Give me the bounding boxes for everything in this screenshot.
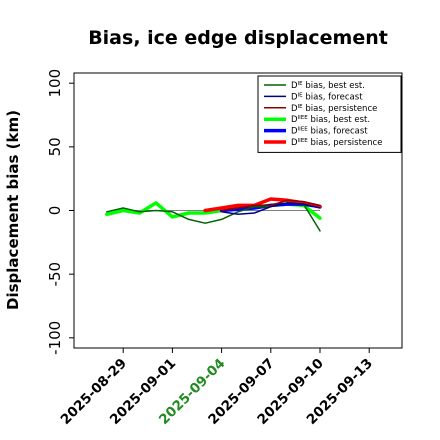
legend-label-rest: bias, forecast — [303, 92, 364, 102]
legend-label-rest: bias, best est. — [308, 115, 370, 125]
legend-box — [257, 75, 402, 153]
series-line-6 — [203, 197, 322, 213]
legend-label: DIIEE bias, best est. — [291, 115, 370, 125]
legend-label-superscript: IIEE — [298, 115, 309, 121]
legend-label-rest: bias, best est. — [303, 81, 365, 91]
y-tick-label: 50 — [46, 137, 64, 156]
legend-label-rest: bias, persistence — [303, 104, 378, 114]
legend-label: DIIEE bias, forecast — [291, 127, 368, 137]
legend-label-superscript: IIEE — [298, 138, 309, 144]
legend-label-base: D — [291, 138, 298, 148]
legend-label-rest: bias, forecast — [308, 127, 369, 137]
series-line-3 — [220, 199, 321, 212]
legend-label: DIIEE bias, persistence — [291, 138, 382, 148]
y-tick-label: -50 — [46, 262, 64, 287]
y-tick-label: -100 — [46, 321, 64, 355]
legend-label-superscript: IIEE — [298, 127, 309, 133]
x-ticks: 2025-08-292025-09-012025-09-042025-09-07… — [58, 348, 376, 428]
legend-label-superscript: IE — [298, 92, 304, 98]
series-line-2 — [220, 202, 321, 216]
legend-label-base: D — [291, 81, 298, 91]
legend-label-superscript: IE — [298, 81, 304, 87]
legend: DIE bias, best est.DIE bias, forecastDIE… — [257, 75, 402, 153]
legend-label-base: D — [291, 115, 298, 125]
legend-label-base: D — [291, 104, 298, 114]
legend-label-rest: bias, persistence — [308, 138, 383, 148]
legend-label: DIE bias, persistence — [291, 104, 377, 114]
legend-label-base: D — [291, 127, 298, 137]
series-lines — [105, 197, 322, 232]
chart-title: Bias, ice edge displacement — [88, 27, 388, 49]
y-tick-label: 100 — [46, 69, 64, 98]
y-axis-label: Displacement bias (km) — [4, 110, 22, 310]
legend-label-base: D — [291, 92, 298, 102]
legend-label: DIE bias, forecast — [291, 92, 363, 102]
y-tick-label: 0 — [46, 206, 64, 216]
y-ticks: -100 -50 0 50 100 — [46, 69, 74, 355]
legend-label-superscript: IE — [298, 104, 304, 110]
legend-label: DIE bias, best est. — [291, 81, 365, 91]
